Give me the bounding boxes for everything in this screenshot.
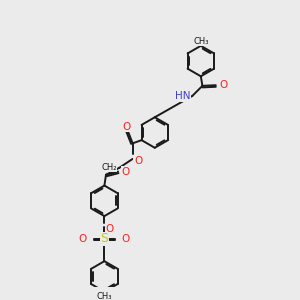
Text: S: S <box>100 232 108 245</box>
Text: O: O <box>79 234 87 244</box>
Text: O: O <box>122 234 130 244</box>
Text: CH₃: CH₃ <box>193 37 208 46</box>
Text: O: O <box>134 156 142 166</box>
Text: CH₂: CH₂ <box>101 163 117 172</box>
Text: CH₃: CH₃ <box>97 292 112 300</box>
Text: O: O <box>106 224 114 234</box>
Text: O: O <box>122 122 131 132</box>
Text: O: O <box>220 80 228 90</box>
Text: HN: HN <box>176 91 191 101</box>
Text: O: O <box>122 167 130 177</box>
